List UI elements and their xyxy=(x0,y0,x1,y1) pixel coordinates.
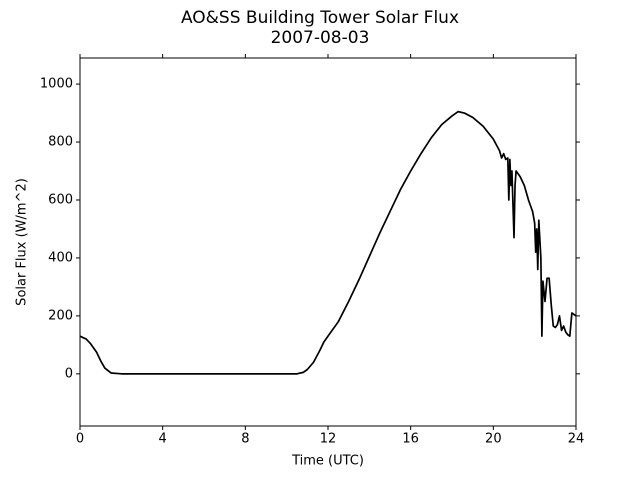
y-tick-label: 0 xyxy=(65,366,73,381)
y-tick-label: 600 xyxy=(48,192,73,207)
y-tick-label: 200 xyxy=(48,308,73,323)
y-tick-label: 1000 xyxy=(40,77,73,92)
y-tick-label: 400 xyxy=(48,250,73,265)
x-tick-label: 0 xyxy=(76,432,84,447)
chart-subtitle: 2007-08-03 xyxy=(271,28,370,48)
x-tick-label: 12 xyxy=(320,432,337,447)
chart-title: AO&SS Building Tower Solar Flux xyxy=(181,8,459,28)
plot-frame xyxy=(79,57,577,427)
y-tick-label: 800 xyxy=(48,135,73,150)
x-tick-label: 4 xyxy=(159,432,167,447)
x-axis-label: Time (UTC) xyxy=(291,454,364,469)
x-tick-label: 20 xyxy=(485,432,502,447)
x-tick-label: 8 xyxy=(241,432,249,447)
x-tick-label: 16 xyxy=(402,432,419,447)
x-tick-label: 24 xyxy=(568,432,585,447)
y-axis-label: Solar Flux (W/m^2) xyxy=(15,178,30,306)
line xyxy=(79,110,577,375)
